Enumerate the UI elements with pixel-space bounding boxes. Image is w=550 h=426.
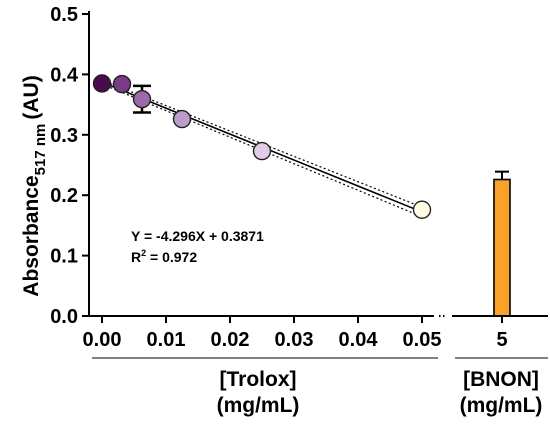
regression-r-squared: R2 = 0.972 <box>131 248 197 265</box>
axes: 0.0 0.1 0.2 0.3 0.4 0.5 0.00 0.01 0.02 0.03 0.04 0.… <box>50 4 548 359</box>
x-tick-label: 0.00 <box>83 329 122 351</box>
regression-equation: Y = -4.296X + 0.3871 <box>131 228 264 244</box>
plot-area <box>92 74 511 317</box>
y-tick-label: 0.1 <box>50 246 78 268</box>
trolox-axis-title-line2: (mg/mL) <box>217 394 300 417</box>
y-tick-label: 0.5 <box>50 4 78 26</box>
y-axis-title: Absorbance517 nm (AU) <box>20 75 49 296</box>
x-tick-label: 0.04 <box>339 329 379 351</box>
data-point <box>252 141 272 161</box>
data-point <box>132 89 152 109</box>
bnon-bar <box>493 178 511 317</box>
r-squared-prefix: R <box>131 249 141 265</box>
trolox-axis-title-line1: [Trolox] <box>220 368 297 391</box>
y-tick-label: 0.0 <box>50 306 78 328</box>
data-point <box>112 74 132 94</box>
y-axis-title-unit: (AU) <box>20 75 43 119</box>
r-squared-superscript: 2 <box>141 248 146 258</box>
data-point <box>92 74 112 93</box>
x-tick-label: 0.05 <box>403 329 442 351</box>
x-tick-label: 0.03 <box>275 329 314 351</box>
y-tick-label: 0.2 <box>50 185 78 207</box>
x-tick-label: 0.01 <box>147 329 186 351</box>
svg-text:Absorbance517 nm(AU): Absorbance517 nm (AU) <box>20 75 49 296</box>
data-point <box>172 109 192 129</box>
bnon-axis-title-line1: [BNON] <box>463 368 539 391</box>
bnon-axis-title-line2: (mg/mL) <box>460 394 543 417</box>
ci-band-lower <box>101 83 423 218</box>
r-squared-value: = 0.972 <box>146 249 197 265</box>
y-tick-label: 0.4 <box>50 64 79 86</box>
bnon-tick-label: 5 <box>496 329 507 351</box>
y-axis-title-main: Absorbance <box>20 175 43 296</box>
data-point <box>412 200 432 219</box>
bnon-error-bar <box>495 170 509 180</box>
y-axis-title-sub: 517 nm <box>32 124 49 176</box>
y-tick-label: 0.3 <box>50 125 78 147</box>
x-tick-label: 0.02 <box>211 329 250 351</box>
